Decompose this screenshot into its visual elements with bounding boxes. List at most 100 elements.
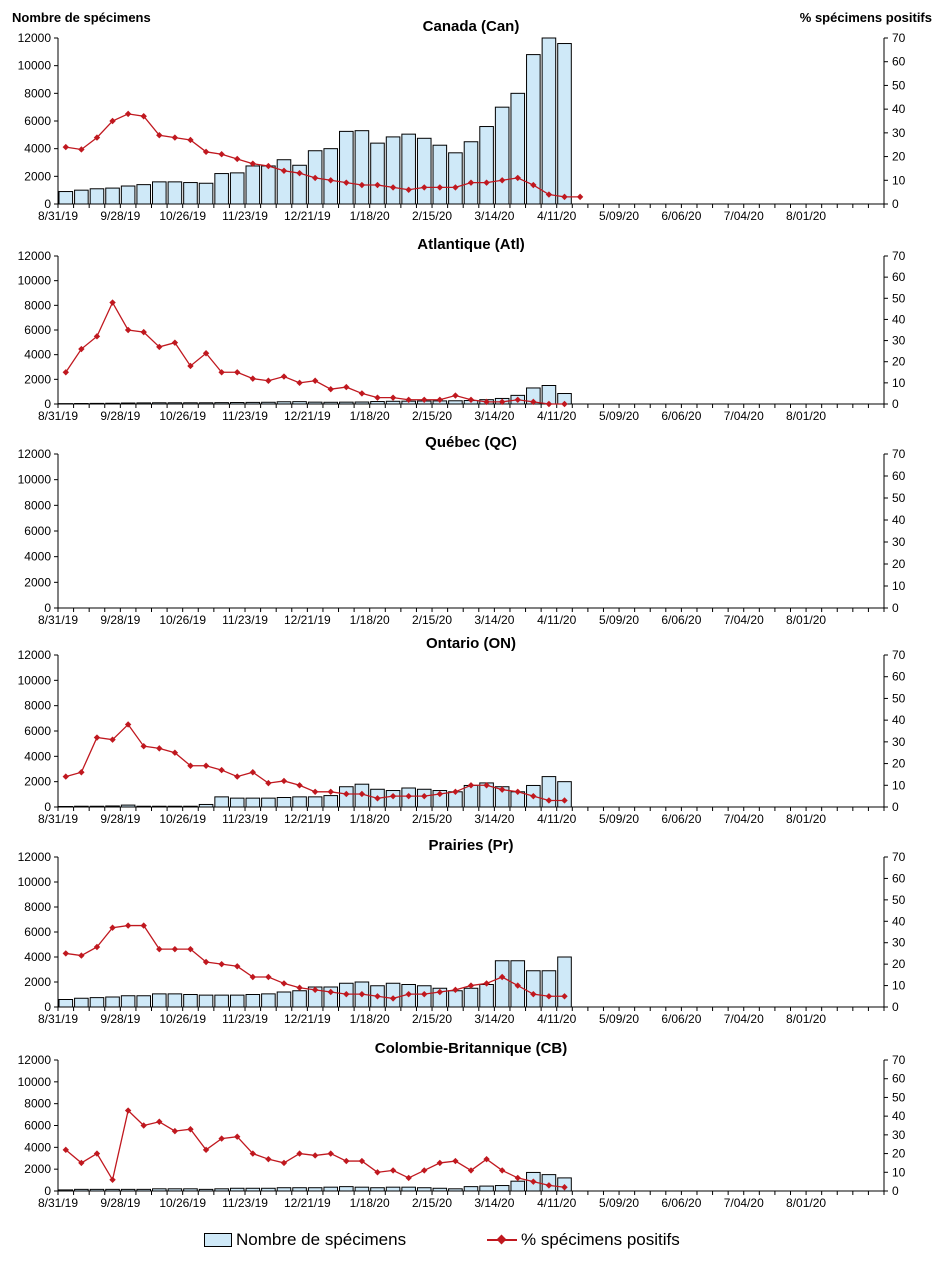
bar	[105, 805, 120, 808]
point	[62, 369, 69, 376]
right-axis-tick-label: 50	[892, 893, 906, 907]
point	[374, 181, 381, 189]
point	[109, 736, 116, 743]
x-axis-tick-label: 8/01/20	[786, 209, 826, 223]
bar	[105, 1188, 120, 1192]
point	[358, 390, 366, 397]
x-axis-tick-label: 5/09/20	[599, 209, 639, 223]
right-axis-tick-label: 70	[892, 648, 906, 662]
point	[249, 375, 257, 382]
left-axis-tick-label: 4000	[24, 142, 51, 156]
bar	[448, 400, 463, 405]
bar	[463, 784, 479, 808]
bar	[323, 148, 339, 205]
point	[109, 299, 116, 306]
bar	[307, 796, 323, 808]
series-line	[65, 113, 581, 198]
x-axis-tick-label: 12/21/19	[284, 1196, 331, 1210]
right-axis-tick-label: 70	[892, 850, 906, 864]
left-axis-tick-label: 8000	[24, 900, 51, 914]
point	[280, 373, 288, 380]
right-axis-tick-label: 0	[892, 1184, 899, 1198]
x-axis-tick-label: 7/04/20	[724, 209, 764, 223]
point	[202, 350, 210, 357]
bar	[416, 1187, 432, 1192]
point	[234, 369, 241, 376]
left-axis-tick-label: 0	[44, 197, 51, 211]
right-axis-tick-label: 0	[892, 800, 899, 814]
point	[93, 943, 101, 951]
left-axis-tick-label: 2000	[24, 1162, 51, 1176]
point	[343, 990, 350, 998]
bar	[214, 402, 229, 405]
left-axis-tick-label: 12000	[18, 850, 52, 864]
bar	[167, 181, 183, 205]
point	[218, 369, 225, 376]
point	[187, 136, 194, 144]
point	[483, 398, 490, 406]
left-axis-tick-label: 12000	[18, 249, 52, 263]
x-axis-tick-label: 3/14/20	[474, 812, 514, 826]
x-axis-tick-label: 9/28/19	[100, 1012, 140, 1026]
left-axis-tick-label: 10000	[18, 59, 52, 73]
point	[311, 986, 319, 994]
right-axis-tick-label: 10	[892, 979, 906, 993]
right-axis-tick-label: 30	[892, 936, 906, 950]
left-axis-tick-label: 10000	[18, 875, 52, 889]
point	[530, 1178, 537, 1185]
bar	[307, 401, 323, 405]
point	[467, 982, 475, 989]
bar	[323, 795, 339, 808]
bar	[276, 159, 292, 205]
point	[374, 1169, 381, 1176]
bar	[416, 137, 432, 205]
x-axis-tick-label: 4/11/20	[537, 1012, 576, 1026]
point	[202, 1146, 210, 1154]
point	[265, 973, 272, 981]
point	[514, 982, 521, 989]
bar	[448, 152, 463, 205]
left-axis-tick-label: 0	[44, 601, 51, 615]
x-axis-tick-label: 11/23/19	[222, 409, 268, 423]
x-axis-tick-label: 7/04/20	[724, 1012, 764, 1026]
right-axis-tick-label: 70	[892, 1053, 906, 1067]
left-axis-tick-label: 4000	[24, 550, 51, 564]
x-axis-tick-label: 9/28/19	[100, 409, 140, 423]
bar	[120, 402, 136, 405]
bar	[229, 402, 245, 405]
point	[171, 1127, 179, 1135]
bar	[229, 994, 245, 1008]
bar	[120, 185, 136, 205]
bar	[120, 995, 136, 1008]
bar	[58, 191, 74, 205]
chart-panel-3: Québec (QC) 0 2000 4000 6000 8000 10000 12000 0 1…	[18, 434, 906, 627]
point	[280, 777, 288, 785]
right-axis-title: % spécimens positifs	[799, 10, 932, 25]
bar	[479, 126, 494, 205]
point	[234, 155, 241, 163]
point	[405, 186, 412, 193]
bar	[385, 1186, 401, 1192]
point	[78, 952, 85, 959]
point	[171, 749, 179, 756]
point	[296, 169, 303, 177]
point	[545, 400, 553, 408]
point	[327, 177, 334, 184]
bar	[198, 803, 214, 808]
point	[498, 973, 506, 981]
bar	[292, 164, 307, 205]
bar	[105, 996, 120, 1008]
bar	[401, 133, 416, 205]
bar	[339, 1186, 354, 1192]
point	[140, 113, 147, 120]
bar	[541, 970, 557, 1008]
point	[405, 792, 412, 800]
right-axis-tick-label: 60	[892, 670, 906, 684]
series-line	[65, 301, 565, 405]
bar	[432, 1187, 448, 1192]
x-axis-tick-label: 6/06/20	[661, 209, 701, 223]
bar	[292, 990, 307, 1008]
x-axis-tick-label: 7/04/20	[724, 613, 764, 627]
bar	[385, 982, 401, 1008]
left-axis-tick-label: 0	[44, 1184, 51, 1198]
